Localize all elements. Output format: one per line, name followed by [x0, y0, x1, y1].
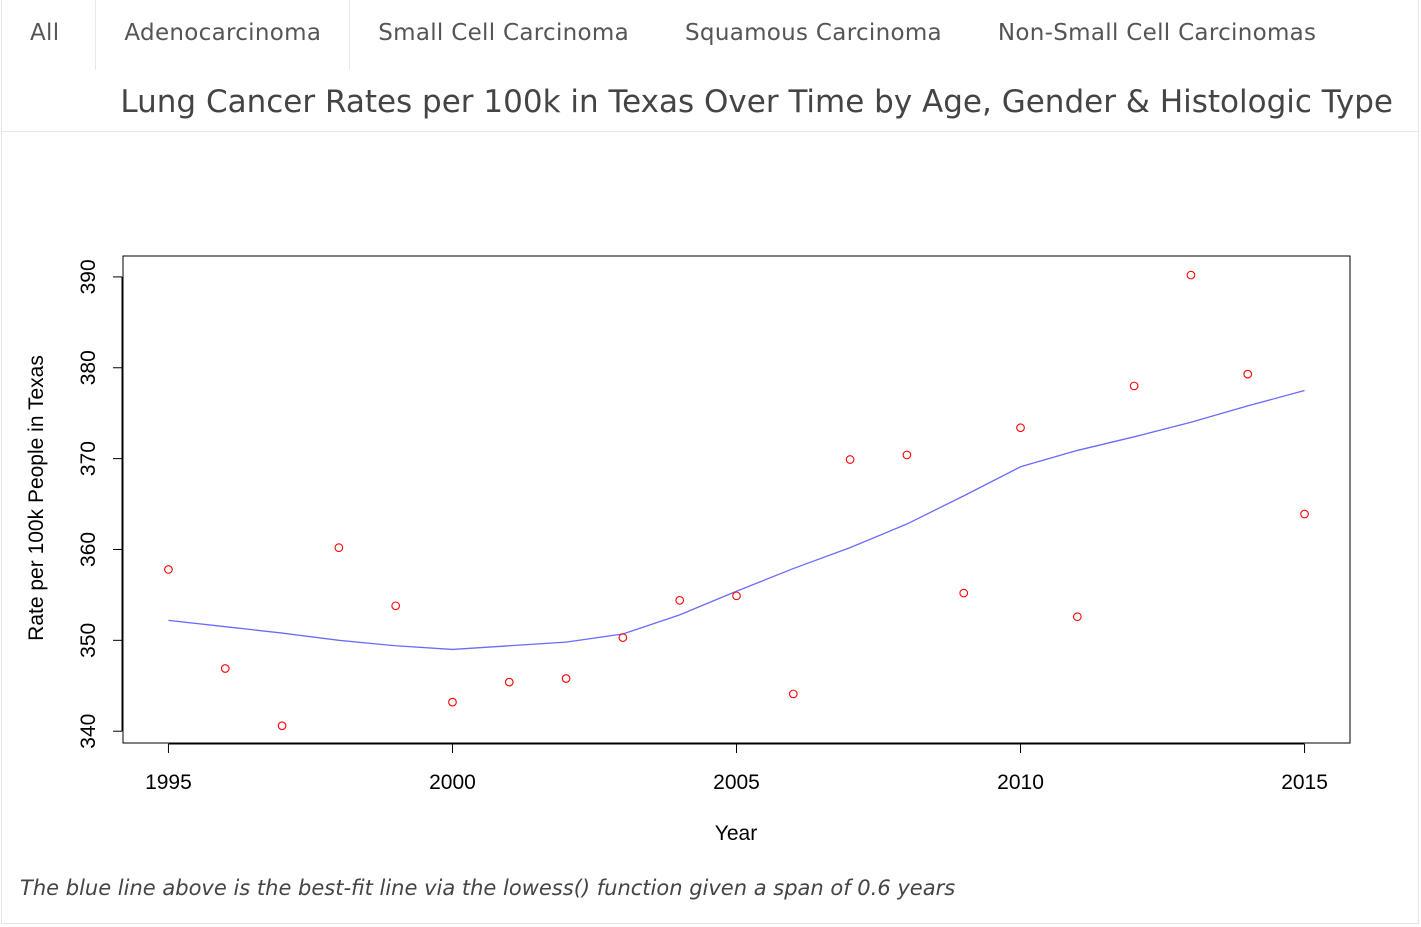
tab-adenocarcinoma[interactable]: Adenocarcinoma	[96, 0, 351, 70]
data-point	[504, 677, 514, 687]
x-tick-label: 2010	[997, 771, 1044, 794]
data-point	[959, 588, 969, 598]
y-tick-label: 340	[77, 714, 100, 749]
x-axis-label: Year	[715, 822, 757, 845]
y-axis-label: Rate per 100k People in Texas	[25, 355, 48, 641]
tab-non-small-cell-carcinomas[interactable]: Non-Small Cell Carcinomas	[997, 20, 1317, 46]
x-tick-label: 2005	[713, 771, 760, 794]
data-point	[1186, 270, 1196, 280]
x-tick-label: 2015	[1281, 771, 1328, 794]
plot-box	[122, 255, 1351, 744]
y-axis: 340 350 360 370 380 390	[77, 259, 123, 749]
chart-title: Lung Cancer Rates per 100k in Texas Over…	[120, 84, 1393, 120]
data-point	[1129, 381, 1139, 391]
data-point	[1072, 612, 1082, 622]
title-divider	[2, 131, 1418, 132]
data-point	[618, 633, 628, 642]
lowess-fit-line	[168, 389, 1305, 651]
tab-squamous-carcinoma[interactable]: Squamous Carcinoma	[685, 20, 942, 46]
y-tick-label: 360	[77, 532, 100, 567]
data-point	[675, 596, 685, 605]
x-tick-label: 1995	[145, 771, 192, 794]
data-point	[902, 450, 912, 460]
histology-tab-bar: All Adenocarcinoma Small Cell Carcinoma …	[2, 0, 1418, 70]
data-point	[732, 591, 741, 601]
data-point	[1243, 369, 1253, 379]
lowess-caption: The blue line above is the best-fit line…	[20, 876, 956, 900]
tab-all[interactable]: All	[2, 0, 97, 70]
x-tick-label: 2000	[429, 771, 476, 794]
data-point	[788, 689, 798, 699]
data-point	[391, 601, 401, 611]
y-tick-label: 380	[77, 350, 100, 385]
data-point	[845, 455, 855, 464]
y-tick-label: 370	[77, 441, 100, 476]
data-point	[220, 664, 230, 673]
data-point	[277, 721, 287, 731]
data-point	[334, 543, 344, 553]
data-point	[448, 697, 457, 707]
data-point	[1300, 509, 1309, 519]
data-point	[1016, 423, 1025, 433]
data-points-layer	[164, 270, 1309, 731]
y-tick-label: 390	[77, 259, 100, 294]
x-axis: 1995 2000 2005 2010 2015	[145, 743, 1328, 794]
tab-small-cell-carcinoma[interactable]: Small Cell Carcinoma	[378, 20, 630, 46]
y-tick-label: 350	[77, 623, 100, 658]
lowess-line-layer	[168, 389, 1305, 651]
data-point	[561, 674, 571, 683]
data-point	[164, 565, 173, 574]
